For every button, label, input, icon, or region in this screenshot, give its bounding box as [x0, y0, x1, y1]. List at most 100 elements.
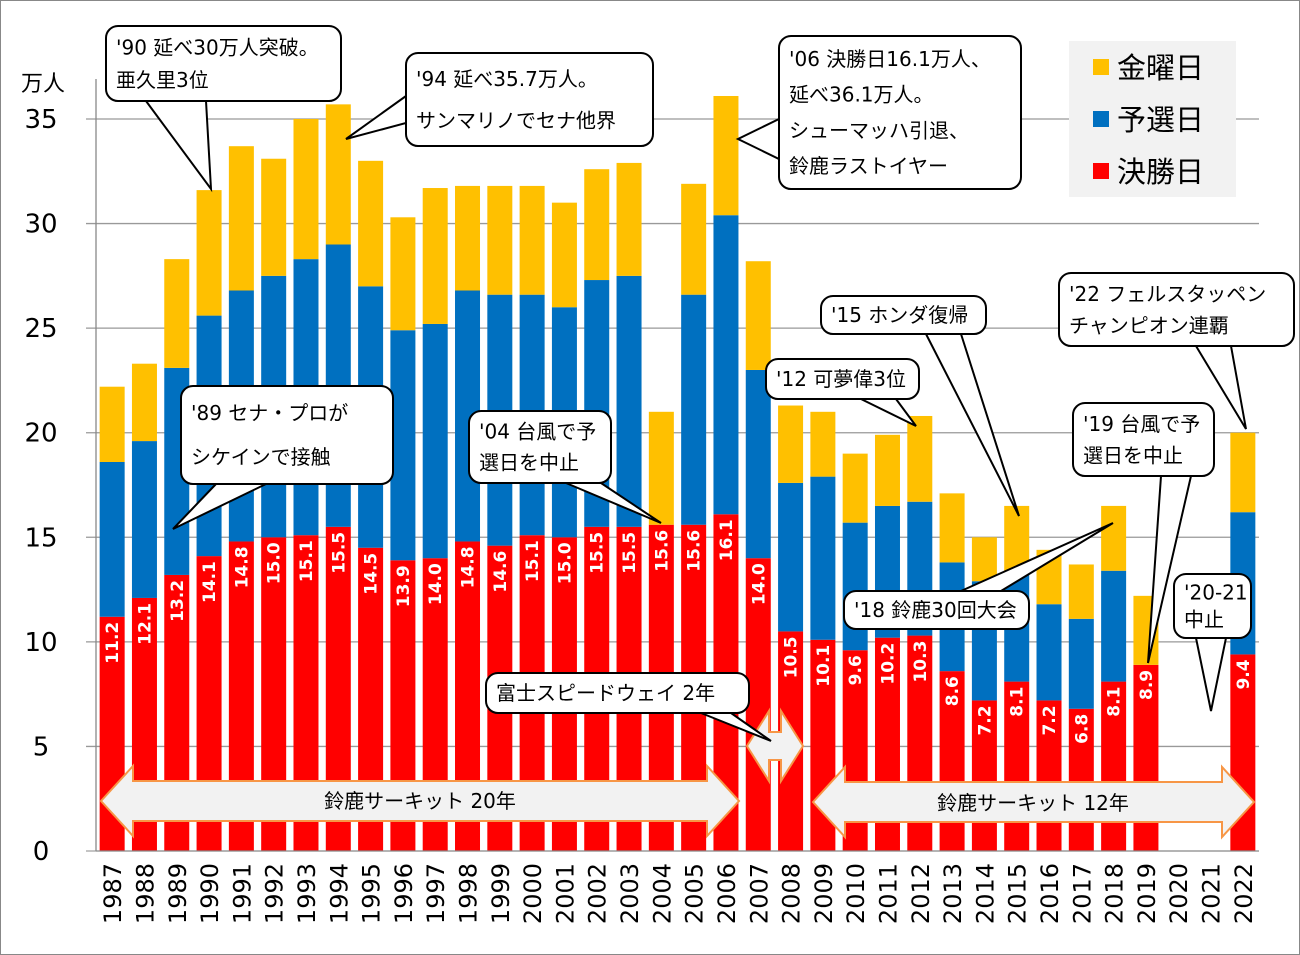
- bar-決勝日-2014: [971, 700, 997, 851]
- x-tick-label: 2017: [1068, 863, 1096, 924]
- callout-text: サンマリノでセナ他界: [416, 108, 616, 132]
- bar-value-label: 8.1: [1008, 687, 1028, 717]
- x-tick-label: 2004: [648, 863, 676, 924]
- x-tick-label: 1995: [358, 863, 386, 924]
- callout: '18 鈴鹿30回大会: [843, 522, 1114, 630]
- bar-金曜日-2009: [810, 411, 836, 477]
- callout-box: [468, 410, 612, 484]
- bar-金曜日-2017: [1068, 564, 1094, 619]
- bar-金曜日-1997: [422, 188, 448, 324]
- callout-text: 亜久里3位: [116, 68, 209, 92]
- y-axis-label: 万人: [21, 72, 65, 97]
- bar-value-label: 16.1: [717, 519, 737, 561]
- bar-金曜日-2006: [713, 95, 739, 216]
- y-tick-label: 5: [33, 732, 50, 762]
- callout: 富士スピードウェイ 2年: [485, 672, 772, 742]
- period-arrow-suzuka-12: [811, 764, 1256, 840]
- callout-box: [180, 385, 394, 485]
- bar-予選日-1997: [422, 323, 448, 559]
- bar-金曜日-1991: [228, 146, 254, 291]
- callout: '20-21 中止: [1173, 573, 1252, 712]
- x-tick-label: 2002: [584, 863, 612, 924]
- bar-決勝日-2007: [745, 558, 771, 851]
- callout-text: '19 台風で予: [1083, 412, 1200, 436]
- bar-value-label: 14.1: [200, 561, 220, 603]
- x-tick-label: 1992: [261, 863, 289, 924]
- callout-text: 選日を中止: [479, 451, 579, 475]
- x-tick-label: 1999: [487, 863, 515, 924]
- callout-tail: [565, 482, 662, 524]
- y-tick-label: 15: [24, 523, 57, 553]
- bar-金曜日-2013: [939, 493, 965, 563]
- bar-金曜日-1988: [131, 363, 157, 442]
- callout-text: '89 セナ・プロが: [191, 401, 348, 425]
- bar-金曜日-2022: [1230, 432, 1256, 513]
- callout-tail: [735, 117, 780, 161]
- callout-text: 富士スピードウェイ 2年: [496, 681, 715, 705]
- bar-金曜日-1996: [390, 217, 416, 331]
- legend-swatch: [1093, 59, 1109, 75]
- bar-value-label: 10.3: [911, 641, 931, 683]
- bar-value-label: 13.9: [394, 565, 414, 607]
- callout-text: '04 台風で予: [479, 420, 596, 444]
- x-tick-label: 1991: [228, 863, 256, 924]
- bar-予選日-1988: [131, 441, 157, 598]
- bar-value-label: 15.5: [329, 532, 349, 574]
- callout: '12 可夢偉3位: [765, 358, 920, 427]
- bar-value-label: 12.1: [135, 603, 155, 645]
- x-tick-label: 1989: [164, 863, 192, 924]
- bar-金曜日-1987: [99, 386, 125, 462]
- period-arrow-label: 鈴鹿サーキット 12年: [937, 791, 1129, 815]
- bar-value-label: 15.6: [685, 530, 705, 572]
- x-tick-label: 1994: [325, 863, 353, 924]
- x-tick-label: 2007: [745, 863, 773, 924]
- x-tick-label: 2022: [1230, 863, 1258, 924]
- bar-value-label: 10.5: [782, 636, 802, 678]
- x-tick-label: 2008: [778, 863, 806, 924]
- x-tick-label: 1990: [196, 863, 224, 924]
- bar-予選日-2006: [713, 215, 739, 515]
- bar-value-label: 15.1: [297, 540, 317, 582]
- bar-金曜日-2004: [648, 411, 674, 525]
- callout: '90 延べ30万人突破。亜久里3位: [105, 25, 342, 193]
- period-arrow-fuji: [745, 707, 805, 785]
- bar-value-label: 15.6: [652, 530, 672, 572]
- callout-box: [1058, 272, 1295, 347]
- callout: '94 延べ35.7万人。サンマリノでセナ他界: [345, 52, 654, 147]
- callout-tail: [1194, 637, 1228, 712]
- callout-box: [1072, 402, 1215, 477]
- callout: '15 ホンダ復帰: [820, 295, 1020, 517]
- x-tick-label: 2003: [616, 863, 644, 924]
- bar-決勝日-2017: [1068, 708, 1094, 851]
- callout-box: [778, 35, 1022, 190]
- bar-金曜日-1995: [358, 160, 384, 287]
- bar-金曜日-1992: [261, 158, 287, 276]
- bar-value-label: 15.1: [523, 540, 543, 582]
- period-arrow-label: 鈴鹿サーキット 20年: [324, 789, 516, 813]
- y-tick-label: 10: [24, 628, 57, 658]
- legend-label: 決勝日: [1117, 155, 1204, 189]
- bar-value-label: 15.5: [620, 532, 640, 574]
- y-tick-label: 0: [33, 837, 50, 867]
- bar-金曜日-2005: [681, 183, 707, 295]
- callout-box: [485, 672, 750, 714]
- bar-金曜日-2010: [842, 453, 868, 523]
- bar-value-label: 15.0: [265, 542, 285, 584]
- bar-value-label: 11.2: [103, 622, 123, 664]
- callout-text: '90 延べ30万人突破。: [116, 35, 319, 59]
- x-tick-label: 2005: [681, 863, 709, 924]
- callout-box: [405, 52, 654, 147]
- bar-予選日-2018: [1101, 570, 1127, 682]
- y-tick-label: 35: [24, 105, 57, 135]
- callout-tail: [345, 94, 407, 140]
- bar-予選日-2008: [778, 482, 804, 632]
- bar-value-label: 8.1: [1105, 687, 1125, 717]
- bar-value-label: 8.6: [943, 676, 963, 706]
- bar-金曜日-1998: [455, 185, 481, 291]
- bar-金曜日-2007: [745, 261, 771, 370]
- callout-text: '18 鈴鹿30回大会: [854, 598, 1017, 622]
